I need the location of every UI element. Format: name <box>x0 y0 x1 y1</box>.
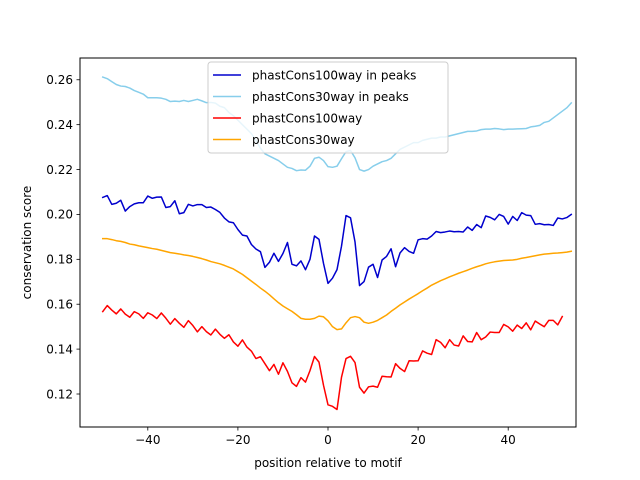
y-tick-label: 0.12 <box>46 387 73 401</box>
y-axis-label: conservation score <box>20 186 34 300</box>
y-tick-label: 0.26 <box>46 73 73 87</box>
y-tick-label: 0.22 <box>46 163 73 177</box>
y-tick-label: 0.18 <box>46 253 73 267</box>
legend-label-2: phastCons100way <box>252 111 362 125</box>
x-tick-label: −20 <box>225 433 250 447</box>
y-tick-label: 0.20 <box>46 208 73 222</box>
series-line-2 <box>101 304 564 411</box>
series-line-0 <box>101 194 573 287</box>
x-tick-label: −40 <box>135 433 160 447</box>
x-axis-label: position relative to motif <box>254 456 402 470</box>
legend: phastCons100way in peaks phastCons30way i… <box>207 61 449 154</box>
legend-label-3: phastCons30way <box>252 133 355 147</box>
x-tick-label: 0 <box>324 433 332 447</box>
x-tick-label: 20 <box>410 433 425 447</box>
y-tick-label: 0.14 <box>46 342 73 356</box>
legend-label-0: phastCons100way in peaks <box>252 68 416 82</box>
series-line-1 <box>101 76 573 172</box>
y-tick-label: 0.16 <box>46 298 73 312</box>
y-tick-label: 0.24 <box>46 118 73 132</box>
series-layer <box>101 76 573 411</box>
legend-label-1: phastCons30way in peaks <box>252 90 409 104</box>
x-axis: −40 −20 0 20 40 <box>135 427 516 447</box>
x-tick-label: 40 <box>501 433 516 447</box>
series-line-3 <box>102 237 573 331</box>
y-axis: 0.12 0.14 0.16 0.18 0.20 0.22 0.24 0.26 <box>46 73 80 401</box>
legend-box <box>207 61 449 154</box>
